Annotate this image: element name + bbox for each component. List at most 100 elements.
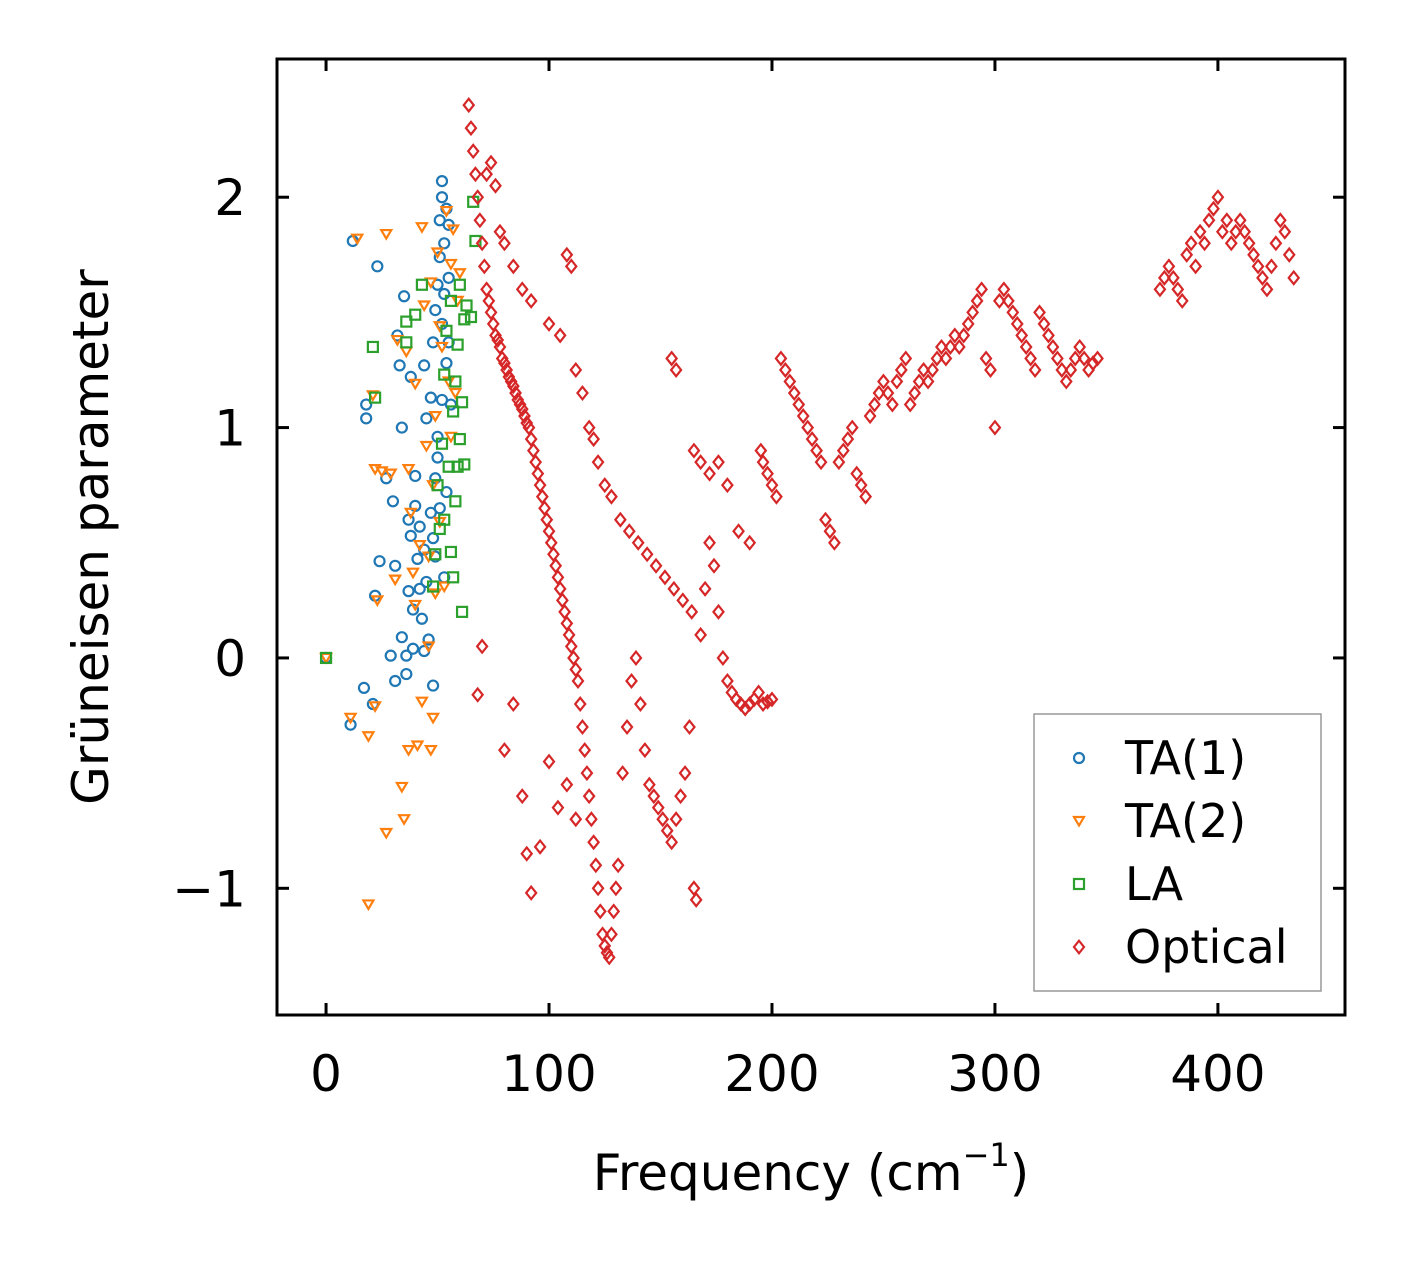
data-point: [823, 523, 837, 540]
data-point: [449, 495, 462, 508]
data-point: [423, 744, 438, 757]
data-point: [438, 287, 451, 301]
data-point: [400, 667, 413, 681]
data-point: [388, 574, 403, 587]
data-point: [1207, 200, 1220, 217]
data-point: [952, 338, 966, 355]
data-point: [694, 454, 708, 471]
data-point: [676, 592, 690, 609]
data-point: [531, 465, 545, 482]
x-tick-label: 300: [947, 1045, 1042, 1103]
data-point: [394, 781, 409, 794]
data-point: [412, 539, 427, 552]
data-point: [669, 361, 683, 378]
data-point: [451, 338, 464, 351]
data-point: [605, 488, 618, 505]
data-point: [547, 546, 560, 563]
data-point: [421, 641, 436, 654]
data-point: [584, 811, 598, 828]
data-point: [448, 387, 463, 400]
data-point: [1033, 304, 1046, 321]
data-point: [415, 612, 429, 625]
data-point: [417, 300, 432, 313]
data-point: [515, 788, 529, 805]
data-point: [683, 719, 696, 736]
data-point: [819, 511, 832, 528]
data-point: [319, 651, 333, 665]
data-point: [564, 638, 578, 655]
data-point: [660, 822, 674, 839]
data-point: [587, 834, 601, 851]
data-point: [390, 334, 405, 347]
data-point: [694, 626, 708, 643]
y-tick-label: −1: [172, 860, 246, 918]
data-point: [576, 385, 589, 402]
data-point: [475, 638, 489, 655]
data-point: [542, 523, 556, 540]
data-point: [415, 696, 429, 709]
data-point: [368, 701, 383, 713]
data-point: [651, 799, 665, 816]
data-point: [631, 534, 645, 551]
data-point: [400, 649, 413, 662]
data-point: [344, 718, 357, 731]
data-point: [515, 281, 529, 298]
data-point: [553, 327, 567, 344]
data-point: [466, 143, 480, 160]
data-point: [698, 580, 712, 597]
data-point: [515, 401, 529, 418]
data-point: [1064, 361, 1078, 378]
data-point: [687, 880, 701, 897]
data-point: [620, 719, 634, 736]
data-point: [836, 442, 850, 459]
data-point: [1175, 292, 1189, 309]
data-point: [943, 338, 957, 355]
data-point: [500, 361, 514, 378]
data-point: [402, 585, 415, 598]
data-point: [1211, 189, 1225, 206]
data-point: [593, 903, 607, 920]
data-point: [573, 696, 587, 713]
data-point: [609, 880, 623, 897]
data-point: [480, 166, 493, 183]
data-point: [357, 681, 371, 694]
data-point: [1184, 235, 1198, 252]
data-point: [520, 414, 534, 431]
data-point: [685, 603, 699, 620]
data-point: [580, 765, 594, 782]
data-point: [756, 696, 770, 713]
data-point: [420, 412, 433, 425]
data-point: [792, 396, 806, 413]
data-point: [558, 603, 572, 620]
data-point: [625, 672, 638, 689]
data-point: [890, 373, 904, 390]
data-point: [602, 949, 616, 966]
data-point: [533, 838, 547, 855]
data-point: [877, 373, 890, 390]
data-point: [544, 534, 558, 551]
data-point: [966, 304, 980, 321]
data-point: [418, 359, 431, 372]
data-point: [384, 649, 397, 662]
data-point: [444, 545, 458, 559]
data-point: [415, 222, 429, 234]
data-point: [787, 385, 801, 402]
data-point: [551, 799, 565, 816]
legend-entry: TA(1): [1072, 731, 1246, 785]
x-tick-label: 100: [501, 1045, 596, 1103]
data-point: [424, 391, 437, 404]
data-point: [535, 488, 549, 505]
data-point: [360, 412, 373, 425]
data-point: [638, 742, 652, 759]
data-point: [431, 479, 444, 492]
data-point: [361, 899, 376, 912]
data-point: [460, 299, 473, 312]
data-point: [473, 212, 487, 229]
data-point: [667, 580, 681, 597]
data-point: [629, 649, 643, 666]
data-point: [957, 327, 971, 344]
legend-marker: [1072, 938, 1086, 956]
data-point: [383, 468, 398, 481]
data-point: [430, 247, 445, 260]
data-point: [1260, 281, 1274, 298]
